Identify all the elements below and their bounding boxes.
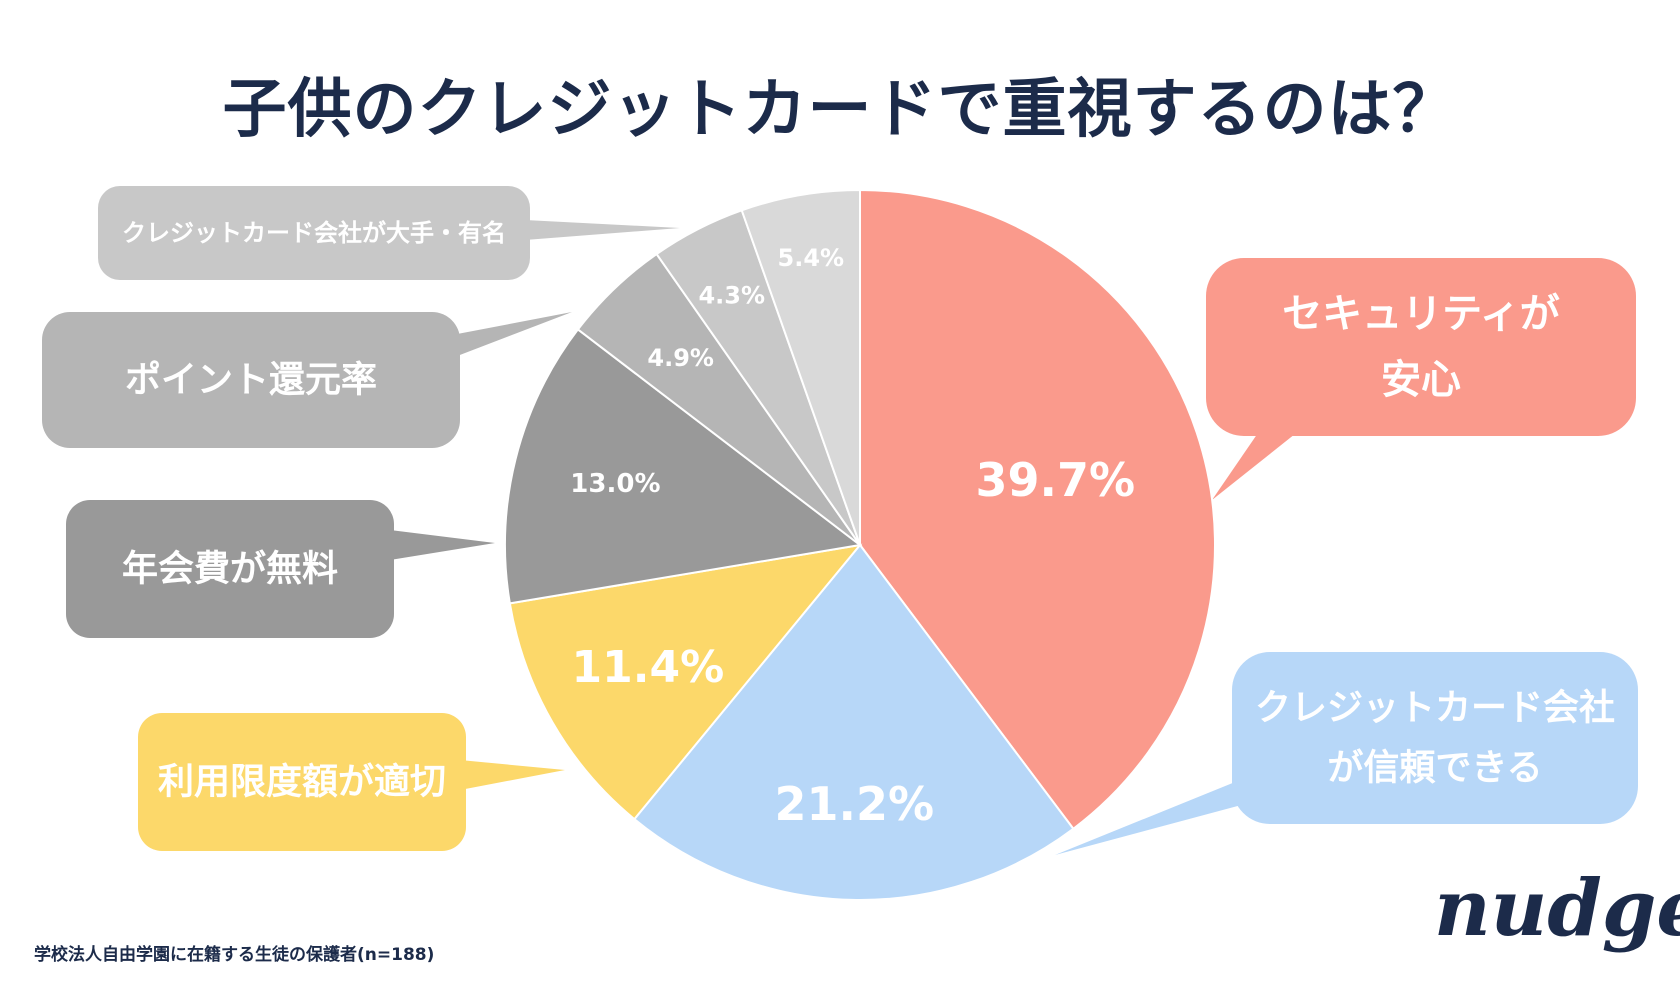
source-note: 学校法人自由学園に在籍する生徒の保護者(n=188) [34,945,435,965]
nudge-logo: nudge [1434,863,1680,954]
callout-tail-1 [1055,780,1260,855]
callout-box-5 [98,186,530,280]
value-label-6: 5.4% [778,244,845,272]
value-label-5: 4.3% [698,282,765,310]
callout-label-0-line-0: セキュリティが [1282,291,1560,337]
logo-text: nudge [1434,863,1680,954]
pie-slice-0 [859,188,1216,831]
callout-label-5-line-0: クレジットカード会社が大手・有名 [122,219,506,247]
pie-slices [504,188,1216,901]
callout-box-2 [138,713,466,851]
callout-label-2-line-0: 利用限度額が適切 [158,762,446,803]
callout-tail-4 [452,312,572,358]
callout-tail-5 [525,220,680,240]
callout-label-3-line-0: 年会費が無料 [122,549,338,590]
value-label-2: 11.4% [572,642,725,693]
callout-layer: セキュリティが安心クレジットカード会社が信頼できる利用限度額が適切年会費が無料ポ… [42,186,1638,855]
callout-tail-2 [460,760,565,790]
value-label-1: 21.2% [774,777,934,831]
callout-5: クレジットカード会社が大手・有名 [98,186,680,280]
chart-title: 子供のクレジットカードで重視するのは？ [222,73,1458,147]
callout-3: 年会費が無料 [66,500,495,638]
callout-box-0 [1206,258,1636,436]
pie-slice-3 [504,328,863,605]
callout-label-0-line-1: 安心 [1381,357,1461,403]
callout-box-3 [66,500,394,638]
pie-slice-1 [632,543,1075,901]
value-label-4: 4.9% [647,344,714,372]
callout-tail-3 [390,530,495,560]
callout-4: ポイント還元率 [42,312,572,448]
callout-label-1-line-0: クレジットカード会社 [1255,688,1615,729]
value-label-0: 39.7% [975,453,1135,507]
value-labels: 39.7% 21.2% 11.4% 13.0% 4.9% 4.3% 5.4% [570,244,1135,831]
callout-label-4-line-0: ポイント還元率 [125,359,377,401]
pie-slice-2 [508,543,863,821]
callout-box-4 [42,312,460,448]
callout-tail-0 [1212,430,1300,500]
callout-box-1 [1232,652,1638,824]
callout-label-1-line-1: が信頼できる [1327,748,1542,789]
pie-slice-6 [740,188,861,546]
callout-2: 利用限度額が適切 [138,713,565,851]
value-label-3: 13.0% [570,469,660,499]
